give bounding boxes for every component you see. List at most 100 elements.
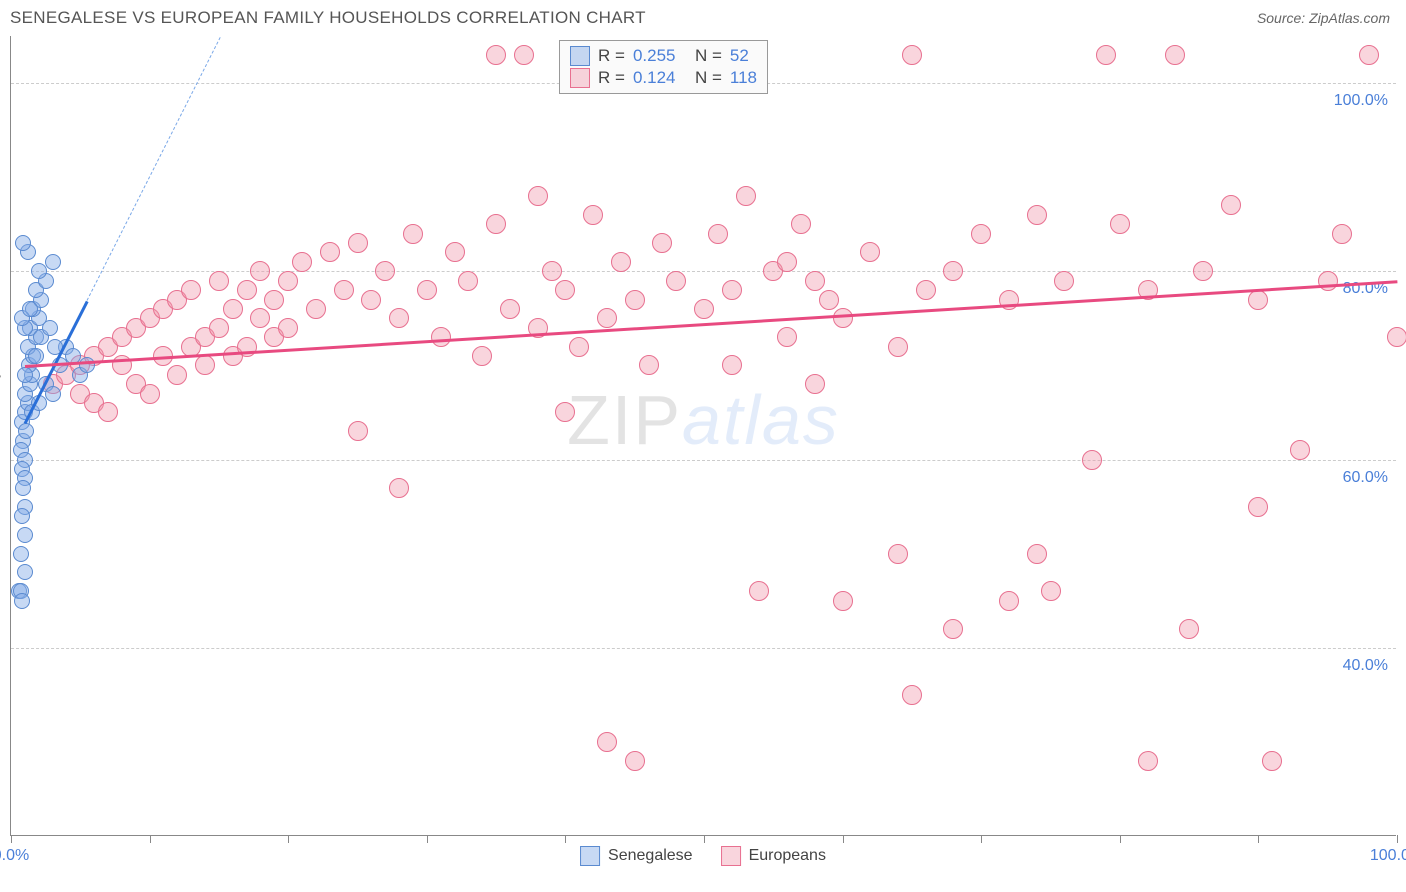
data-point [15, 480, 31, 496]
series-swatch [570, 46, 590, 66]
data-point [361, 290, 381, 310]
data-point [13, 546, 29, 562]
data-point [181, 280, 201, 300]
x-tick [1258, 835, 1259, 843]
data-point [15, 235, 31, 251]
data-point [597, 308, 617, 328]
data-point [223, 299, 243, 319]
data-point [791, 214, 811, 234]
data-point [860, 242, 880, 262]
legend-swatch [580, 846, 600, 866]
x-tick [981, 835, 982, 843]
data-point [625, 290, 645, 310]
data-point [403, 224, 423, 244]
data-point [555, 402, 575, 422]
data-point [1027, 544, 1047, 564]
data-point [1248, 290, 1268, 310]
y-tick-label: 100.0% [1334, 92, 1388, 110]
data-point [1359, 45, 1379, 65]
stats-legend: R =0.255N =52R =0.124N =118 [559, 40, 768, 94]
data-point [28, 348, 44, 364]
data-point [17, 527, 33, 543]
data-point [777, 327, 797, 347]
data-point [528, 186, 548, 206]
data-point [1221, 195, 1241, 215]
data-point [445, 242, 465, 262]
data-point [1290, 440, 1310, 460]
data-point [486, 45, 506, 65]
data-point [652, 233, 672, 253]
y-tick-label: 40.0% [1343, 657, 1388, 675]
data-point [888, 337, 908, 357]
data-point [306, 299, 326, 319]
watermark-zip: ZIP [567, 381, 682, 459]
data-point [278, 271, 298, 291]
data-point [833, 308, 853, 328]
data-point [45, 254, 61, 270]
data-point [1248, 497, 1268, 517]
stat-r-value: 0.124 [633, 68, 687, 88]
data-point [722, 355, 742, 375]
data-point [694, 299, 714, 319]
data-point [999, 591, 1019, 611]
stats-row: R =0.255N =52 [570, 45, 757, 67]
stat-n-value: 52 [730, 46, 749, 66]
data-point [250, 308, 270, 328]
data-point [14, 593, 30, 609]
data-point [140, 384, 160, 404]
data-point [42, 320, 58, 336]
data-point [278, 318, 298, 338]
data-point [916, 280, 936, 300]
page-title: SENEGALESE VS EUROPEAN FAMILY HOUSEHOLDS… [10, 8, 646, 28]
data-point [1082, 450, 1102, 470]
data-point [722, 280, 742, 300]
data-point [458, 271, 478, 291]
legend-item: Senegalese [580, 846, 693, 866]
stat-n-label: N = [695, 46, 722, 66]
x-tick [150, 835, 151, 843]
data-point [1262, 751, 1282, 771]
data-point [1193, 261, 1213, 281]
gridline [11, 648, 1396, 649]
data-point [45, 386, 61, 402]
stat-r-label: R = [598, 68, 625, 88]
series-swatch [570, 68, 590, 88]
y-tick-label: 60.0% [1343, 469, 1388, 487]
data-point [431, 327, 451, 347]
data-point [666, 271, 686, 291]
data-point [639, 355, 659, 375]
data-point [971, 224, 991, 244]
legend-swatch [721, 846, 741, 866]
data-point [98, 402, 118, 422]
x-tick-label: 0.0% [0, 847, 29, 865]
stat-n-value: 118 [730, 68, 757, 88]
x-tick [427, 835, 428, 843]
data-point [375, 261, 395, 281]
data-point [348, 233, 368, 253]
data-point [902, 45, 922, 65]
data-point [31, 263, 47, 279]
stats-row: R =0.124N =118 [570, 67, 757, 89]
x-tick [565, 835, 566, 843]
data-point [348, 421, 368, 441]
data-point [805, 271, 825, 291]
data-point [167, 365, 187, 385]
data-point [708, 224, 728, 244]
data-point [389, 308, 409, 328]
data-point [555, 280, 575, 300]
data-point [486, 214, 506, 234]
data-point [17, 564, 33, 580]
data-point [819, 290, 839, 310]
scatter-chart: Family Households ZIPatlas 40.0%60.0%80.… [10, 36, 1396, 836]
data-point [1332, 224, 1352, 244]
data-point [805, 374, 825, 394]
data-point [14, 508, 30, 524]
legend-label: Europeans [749, 847, 826, 865]
data-point [417, 280, 437, 300]
data-point [264, 290, 284, 310]
data-point [237, 280, 257, 300]
data-point [195, 355, 215, 375]
data-point [292, 252, 312, 272]
legend-bottom: Senegalese Europeans [580, 846, 826, 866]
data-point [514, 45, 534, 65]
